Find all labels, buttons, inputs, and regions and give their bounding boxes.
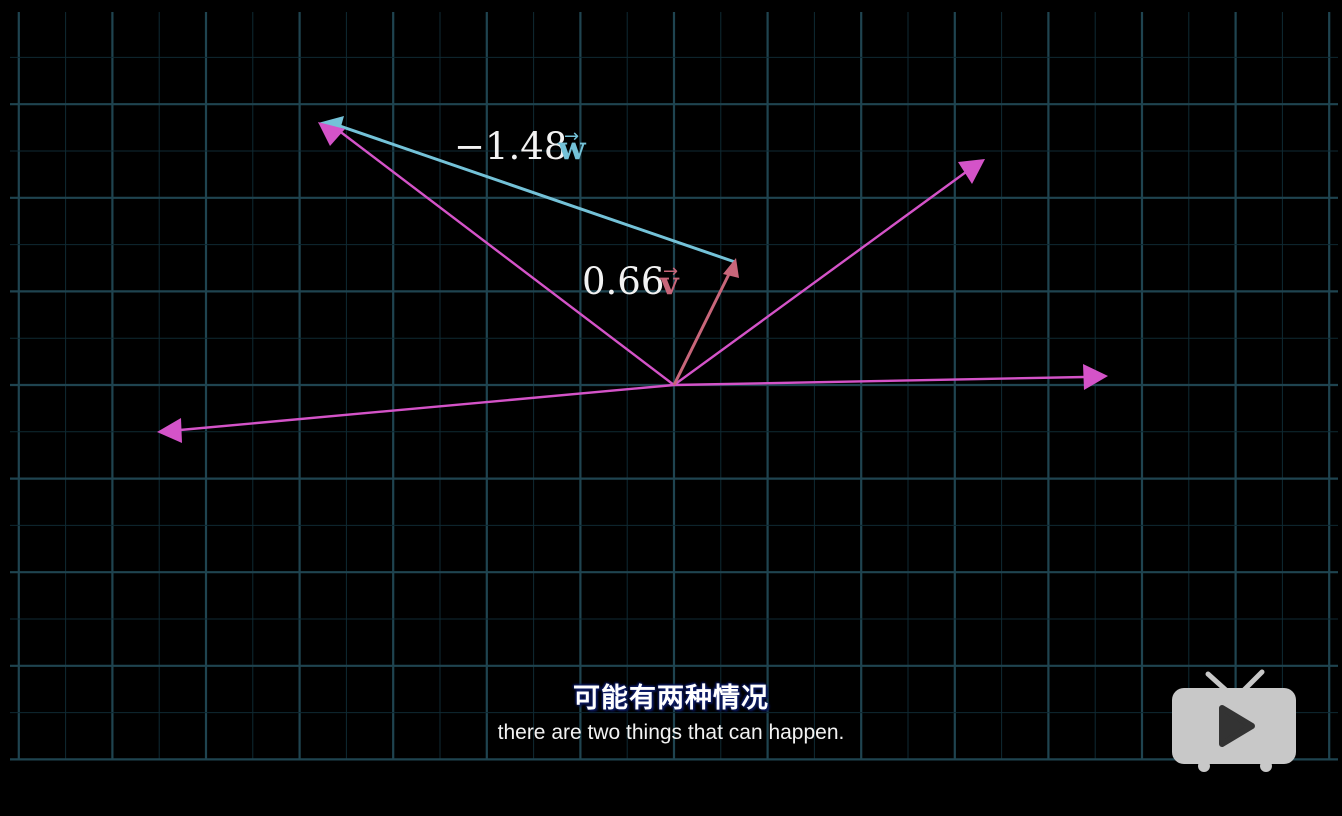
- w-arrow-accent: →: [564, 126, 579, 147]
- scaled-v-vector: [672, 258, 739, 386]
- subtitle-area: 可能有两种情况 there are two things that can ha…: [0, 676, 1342, 745]
- span-vectors: [157, 129, 1108, 443]
- subtitle-english: there are two things that can happen.: [497, 721, 845, 744]
- w-coefficient: −1.48: [454, 125, 567, 168]
- scaled-w-vector: [318, 116, 736, 264]
- arrowhead-upper-right: [958, 159, 985, 184]
- v-symbol: v: [659, 264, 680, 302]
- v-label: 0.66 v →: [582, 260, 680, 303]
- v-arrow-accent: →: [663, 261, 678, 282]
- arrowhead-left: [157, 418, 182, 443]
- coordinate-grid: [10, 12, 1338, 761]
- arrowhead-right: [1083, 364, 1108, 390]
- w-symbol: w: [557, 129, 587, 167]
- bilibili-tv-play-icon: [1172, 669, 1296, 772]
- subtitle-chinese: 可能有两种情况: [573, 683, 769, 714]
- w-label: −1.48 w →: [454, 125, 587, 168]
- v-coefficient: 0.66: [582, 260, 664, 303]
- arrowhead-upper-left: [318, 122, 345, 146]
